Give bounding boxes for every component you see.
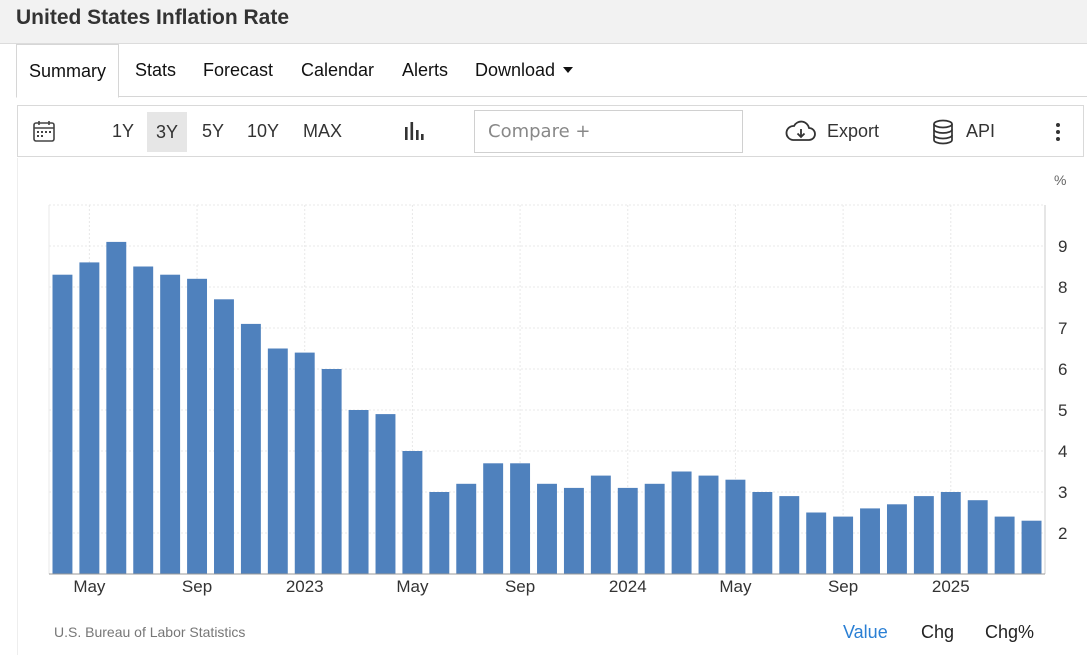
x-tick-label: Sep: [505, 577, 535, 596]
chevron-down-icon: [563, 66, 574, 73]
page-title: United States Inflation Rate: [16, 6, 290, 29]
bar[interactable]: [537, 483, 557, 574]
x-tick-label: Sep: [182, 577, 212, 596]
bar[interactable]: [913, 496, 934, 574]
bar[interactable]: [671, 471, 692, 575]
bar[interactable]: [240, 323, 261, 574]
range-10y-button[interactable]: 10Y: [247, 121, 280, 141]
tab-stats[interactable]: Stats: [135, 60, 177, 80]
y-tick-label: 5: [1058, 401, 1067, 420]
x-tick-label: 2023: [286, 577, 324, 596]
range-1y-button[interactable]: 1Y: [112, 121, 135, 141]
y-tick-label: 2: [1058, 524, 1067, 543]
bar[interactable]: [833, 516, 854, 574]
bar[interactable]: [1021, 520, 1042, 574]
y-tick-label: 4: [1058, 442, 1067, 461]
bar[interactable]: [133, 266, 154, 575]
bar[interactable]: [79, 262, 100, 574]
tab-summary[interactable]: Summary: [16, 44, 120, 98]
change-tab[interactable]: Chg: [921, 622, 955, 642]
bar-chart-icon[interactable]: [404, 121, 424, 141]
bar[interactable]: [483, 463, 504, 574]
y-tick-label: 3: [1058, 483, 1067, 502]
axis-layer: 2 3 4 5 6 7 8 9% May Sep 2023 May Sep 2024 May Sep 2025: [49, 172, 1067, 596]
bar[interactable]: [590, 475, 611, 574]
calendar-icon[interactable]: [32, 119, 56, 143]
tab-forecast[interactable]: Forecast: [203, 60, 274, 80]
chart-area: 2 3 4 5 6 7 8 9% May Sep 2023 May Sep 2024 May Sep 2025: [17, 158, 1084, 655]
y-tick-label: 7: [1058, 319, 1067, 338]
bar[interactable]: [321, 369, 342, 574]
range-5y-button[interactable]: 5Y: [202, 121, 225, 141]
bar[interactable]: [510, 463, 531, 574]
bar[interactable]: [860, 508, 880, 574]
bar[interactable]: [563, 487, 584, 574]
bar[interactable]: [52, 274, 73, 574]
more-vertical-icon[interactable]: [1054, 122, 1062, 142]
bars-layer: [52, 241, 1042, 575]
bar[interactable]: [187, 278, 208, 574]
y-tick-label: 6: [1058, 360, 1067, 379]
title-bar: United States Inflation Rate: [0, 0, 1087, 44]
api-button[interactable]: API: [966, 121, 996, 141]
bar[interactable]: [267, 348, 288, 575]
bar[interactable]: [752, 492, 773, 574]
x-tick-label: 2024: [609, 577, 647, 596]
tab-download[interactable]: Download: [475, 44, 574, 97]
bar[interactable]: [725, 479, 746, 574]
x-tick-label: May: [719, 577, 752, 596]
source-label: U.S. Bureau of Labor Statistics: [54, 624, 246, 640]
bar[interactable]: [294, 352, 315, 574]
bar[interactable]: [940, 492, 961, 574]
bar[interactable]: [779, 496, 800, 574]
bar[interactable]: [456, 483, 477, 574]
x-tick-label: 2025: [932, 577, 970, 596]
bar[interactable]: [348, 410, 369, 574]
tab-bar: Summary Stats Forecast Calendar Alerts D…: [16, 44, 1087, 98]
bar[interactable]: [106, 241, 127, 574]
database-icon[interactable]: [932, 119, 954, 145]
bar[interactable]: [429, 492, 450, 574]
range-max-button[interactable]: MAX: [303, 121, 343, 141]
y-tick-label: 9: [1058, 237, 1067, 256]
x-tick-label: Sep: [828, 577, 858, 596]
value-tab[interactable]: Value: [843, 622, 888, 642]
bar[interactable]: [967, 500, 988, 574]
compare-input[interactable]: Compare +: [474, 110, 743, 153]
tab-calendar[interactable]: Calendar: [301, 60, 375, 80]
change-percent-tab[interactable]: Chg%: [985, 622, 1035, 642]
x-tick-label: May: [73, 577, 106, 596]
export-button[interactable]: Export: [827, 121, 880, 141]
cloud-download-icon[interactable]: [785, 120, 817, 144]
bar[interactable]: [375, 414, 396, 574]
chart-toolbar: 1Y 3Y 5Y 10Y MAX Compare + Export API: [17, 105, 1084, 157]
bar[interactable]: [806, 512, 827, 575]
bar[interactable]: [698, 475, 719, 574]
x-tick-label: May: [396, 577, 429, 596]
unit-label: %: [1054, 172, 1066, 188]
bar[interactable]: [644, 483, 665, 574]
tab-download-label: Download: [475, 60, 556, 80]
range-3y-button[interactable]: 3Y: [147, 112, 188, 152]
bar[interactable]: [160, 274, 181, 574]
bar[interactable]: [994, 516, 1015, 574]
inflation-bar-chart: 2 3 4 5 6 7 8 9% May Sep 2023 May Sep 2024 May Sep 2025: [48, 172, 1067, 596]
bar[interactable]: [214, 299, 234, 574]
bar[interactable]: [617, 487, 638, 574]
tab-alerts[interactable]: Alerts: [402, 60, 449, 80]
bar[interactable]: [886, 504, 907, 574]
y-tick-label: 8: [1058, 278, 1067, 297]
bar[interactable]: [402, 451, 423, 574]
